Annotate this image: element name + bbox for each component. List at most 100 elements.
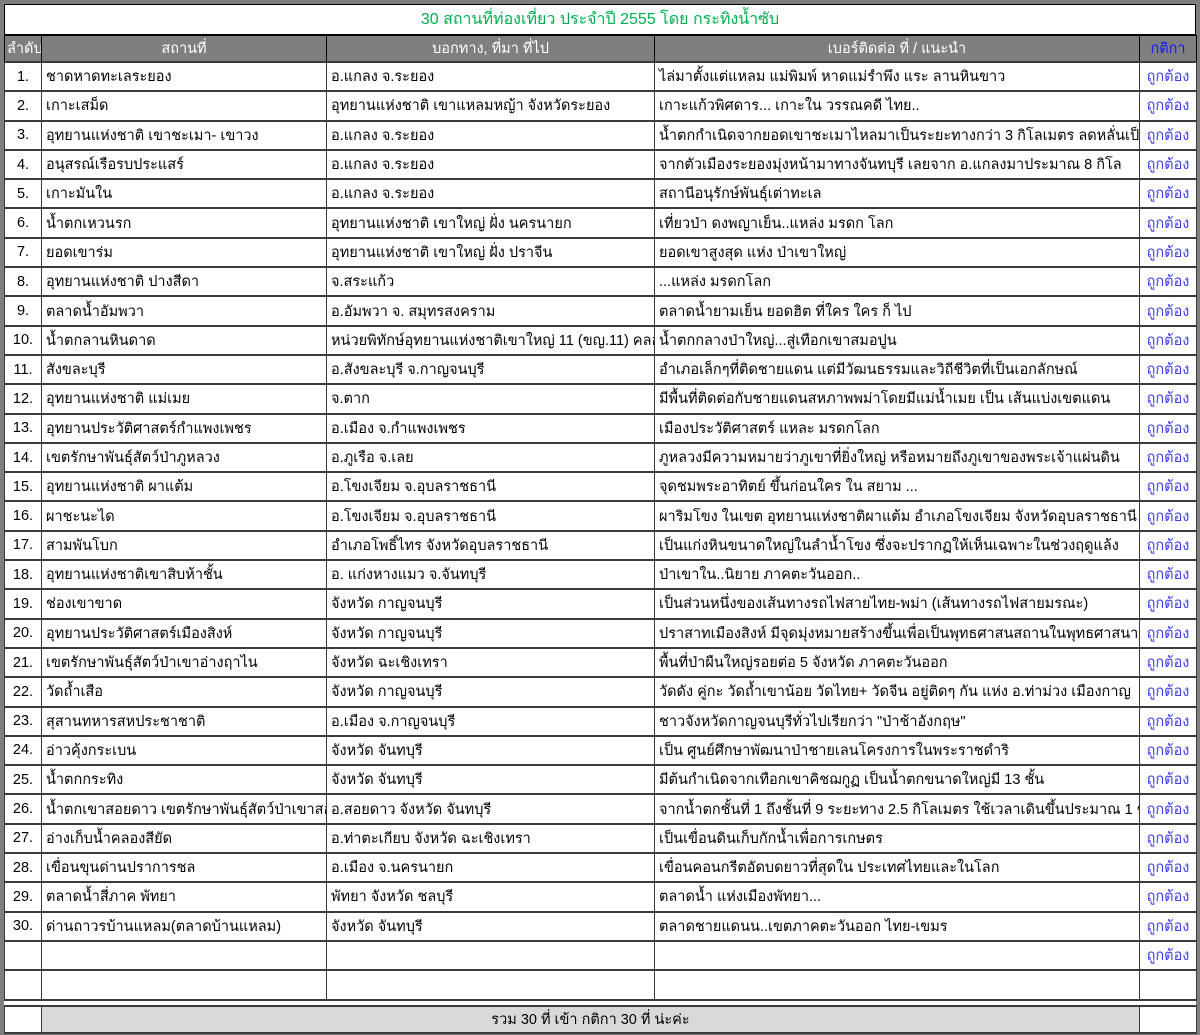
cell-place: อุทยานแห่งชาติ แม่เมย bbox=[41, 383, 327, 415]
cell-index: 5. bbox=[4, 178, 42, 210]
cell-rule-status: ถูกต้อง bbox=[1139, 383, 1197, 415]
col-header-direction: บอกทาง, ที่มา ที่ไป bbox=[326, 35, 655, 63]
cell-direction: พัทยา จังหวัด ชลบุรี bbox=[326, 881, 655, 913]
table-row: 24. อ่าวคุ้งกระเบน จังหวัด จันทบุรี เป็น… bbox=[4, 734, 1197, 767]
table-row: 27. อ่างเก็บน้ำคลองสียัด อ.ท่าตะเกียบ จั… bbox=[4, 822, 1197, 855]
table-row: 11. สังขละบุรี อ.สังขละบุรี จ.กาญจนบุรี … bbox=[4, 353, 1197, 386]
cell-index: 18. bbox=[4, 559, 42, 591]
table-body: 1. ชาดหาดทะเลระยอง อ.แกลง จ.ระยอง ไล่มาต… bbox=[4, 60, 1197, 1001]
cell-place: อุทยานแห่งชาติ ปางสีดา bbox=[41, 266, 327, 298]
summary-left-cell bbox=[4, 1004, 42, 1034]
cell-place: ด่านถาวรบ้านแหลม(ตลาดบ้านแหลม) bbox=[41, 910, 327, 942]
cell-index: 9. bbox=[4, 295, 42, 327]
cell-direction bbox=[326, 939, 655, 972]
cell-contact: เป็นเขื่อนดินเก็บกักน้ำเพื่อการเกษตร bbox=[654, 822, 1140, 855]
table-row: 9. ตลาดน้ำอัมพวา อ.อัมพวา จ. สมุทรสงคราม… bbox=[4, 295, 1197, 327]
cell-direction: อ.เมือง จ.กำแพงเพชร bbox=[326, 412, 655, 444]
cell-index: 30. bbox=[4, 910, 42, 942]
table-row: 28. เขื่อนขุนด่านปราการชล อ.เมือง จ.นครน… bbox=[4, 852, 1197, 884]
cell-contact: มีพื้นที่ติดต่อกับชายแดนสหภาพพม่าโดยมีแม… bbox=[654, 383, 1140, 415]
cell-rule-status: ถูกต้อง bbox=[1139, 148, 1197, 181]
cell-place: เกาะมันใน bbox=[41, 178, 327, 210]
cell-place: ยอดเขาร่ม bbox=[41, 236, 327, 269]
cell-direction: อุทยานแห่งชาติ เขาแหลมหญ้า จังหวัดระยอง bbox=[326, 90, 655, 122]
cell-direction: อ.แกลง จ.ระยอง bbox=[326, 148, 655, 181]
cell-place: น้ำตกกระทิง bbox=[41, 764, 327, 796]
cell-contact: จากตัวเมืองระยองมุ่งหน้ามาทางจันทบุรี เล… bbox=[654, 148, 1140, 181]
cell-contact: เป็นส่วนหนึ่งของเส้นทางรถไฟสายไทย-พม่า (… bbox=[654, 588, 1140, 620]
spacer-cell bbox=[4, 998, 1197, 1007]
cell-index: 2. bbox=[4, 90, 42, 122]
cell-index: 8. bbox=[4, 266, 42, 298]
cell-contact: น้ำตกกำเนิดจากยอดเขาชะเมาไหลมาเป็นระยะทา… bbox=[654, 119, 1140, 151]
cell-index: 16. bbox=[4, 500, 42, 532]
cell-rule-status: ถูกต้อง bbox=[1139, 676, 1197, 708]
cell-index: 12. bbox=[4, 383, 42, 415]
cell-index: 13. bbox=[4, 412, 42, 444]
cell-contact: มีต้นกำเนิดจากเทือกเขาคิชฌกูฏ เป็นน้ำตกข… bbox=[654, 764, 1140, 796]
cell-index: 20. bbox=[4, 617, 42, 649]
cell-rule-status: ถูกต้อง bbox=[1139, 939, 1197, 972]
cell-place: อุทยานแห่งชาติเขาสิบห้าชั้น bbox=[41, 559, 327, 591]
cell-rule-status: ถูกต้อง bbox=[1139, 822, 1197, 855]
table-row: 29. ตลาดน้ำสี่ภาค พัทยา พัทยา จังหวัด ชล… bbox=[4, 881, 1197, 913]
table-row: 4. อนุสรณ์เรือรบประแสร์ อ.แกลง จ.ระยอง จ… bbox=[4, 148, 1197, 181]
table-row: 8. อุทยานแห่งชาติ ปางสีดา จ.สระแก้ว ...แ… bbox=[4, 266, 1197, 298]
cell-place: อุทยานประวัติศาสตร์กำแพงเพชร bbox=[41, 412, 327, 444]
cell-contact: ผาริมโขง ในเขต อุทยานแห่งชาติผาแต้ม อำเภ… bbox=[654, 500, 1140, 532]
table-row: ถูกต้อง bbox=[4, 939, 1197, 972]
col-header-index: ลำดับที่ bbox=[4, 35, 42, 63]
cell-place: อนุสรณ์เรือรบประแสร์ bbox=[41, 148, 327, 181]
cell-direction: อำเภอโพธิ์ไทร จังหวัดอุบลราชธานี bbox=[326, 529, 655, 562]
cell-place bbox=[41, 939, 327, 972]
cell-index: 25. bbox=[4, 764, 42, 796]
cell-direction: จ.สระแก้ว bbox=[326, 266, 655, 298]
cell-rule-status: ถูกต้อง bbox=[1139, 617, 1197, 649]
table-row: 16. ผาชะนะได อ.โขงเจียม จ.อุบลราชธานี ผา… bbox=[4, 500, 1197, 532]
table-row: 19. ช่องเขาขาด จังหวัด กาญจนบุรี เป็นส่ว… bbox=[4, 588, 1197, 620]
sheet-background: 30 สถานที่ท่องเที่ยว ประจำปี 2555 โดย กร… bbox=[4, 4, 1197, 1034]
cell-rule-status: ถูกต้อง bbox=[1139, 646, 1197, 679]
cell-rule-status: ถูกต้อง bbox=[1139, 60, 1197, 93]
cell-place: เขตรักษาพันธุ์สัตว์ป่าภูหลวง bbox=[41, 441, 327, 474]
cell-direction: อ.แกลง จ.ระยอง bbox=[326, 119, 655, 151]
cell-contact: ไล่มาตั้งแต่แหลม แม่พิมพ์ หาดแม่รำพึง แร… bbox=[654, 60, 1140, 93]
cell-direction: อ.ท่าตะเกียบ จังหวัด ฉะเชิงเทรา bbox=[326, 822, 655, 855]
cell-rule-status: ถูกต้อง bbox=[1139, 441, 1197, 474]
page-title: 30 สถานที่ท่องเที่ยว ประจำปี 2555 โดย กร… bbox=[4, 4, 1196, 35]
cell-contact: เขื่อนคอนกรีตอัดบดยาวที่สุดใน ประเทศไทยแ… bbox=[654, 852, 1140, 884]
cell-direction: อุทยานแห่งชาติ เขาใหญ่ ฝั่ง นครนายก bbox=[326, 207, 655, 239]
cell-index: 6. bbox=[4, 207, 42, 239]
cell-rule-status: ถูกต้อง bbox=[1139, 910, 1197, 942]
cell-rule-status: ถูกต้อง bbox=[1139, 559, 1197, 591]
cell-direction: จังหวัด จันทบุรี bbox=[326, 764, 655, 796]
cell-place: น้ำตกเขาสอยดาว เขตรักษาพันธุ์สัตว์ป่าเขา… bbox=[41, 793, 327, 825]
cell-direction: อ.อัมพวา จ. สมุทรสงคราม bbox=[326, 295, 655, 327]
cell-place: สุสานทหารสหประชาชาติ bbox=[41, 705, 327, 737]
cell-place: ช่องเขาขาด bbox=[41, 588, 327, 620]
table-row: 10. น้ำตกลานหินดาด หน่วยพิทักษ์อุทยานแห่… bbox=[4, 324, 1197, 356]
cell-contact: เที่ยวป่า ดงพญาเย็น..แหล่ง มรดก โลก bbox=[654, 207, 1140, 239]
cell-direction: จังหวัด กาญจนบุรี bbox=[326, 588, 655, 620]
cell-rule-status: ถูกต้อง bbox=[1139, 324, 1197, 356]
cell-direction bbox=[326, 969, 655, 1001]
cell-direction: อ.เมือง จ.กาญจนบุรี bbox=[326, 705, 655, 737]
table-row: 18. อุทยานแห่งชาติเขาสิบห้าชั้น อ. แก่งห… bbox=[4, 559, 1197, 591]
cell-contact: ยอดเขาสูงสุด แห่ง ป่าเขาใหญ่ bbox=[654, 236, 1140, 269]
table-row: 3. อุทยานแห่งชาติ เขาชะเมา- เขาวง อ.แกลง… bbox=[4, 119, 1197, 151]
cell-rule-status: ถูกต้อง bbox=[1139, 852, 1197, 884]
cell-index: 1. bbox=[4, 60, 42, 93]
cell-place: เขตรักษาพันธุ์สัตว์ป่าเขาอ่างฤาไน bbox=[41, 646, 327, 679]
cell-contact: ป่าเขาใน..นิยาย ภาคตะวันออก.. bbox=[654, 559, 1140, 591]
cell-contact: ภูหลวงมีความหมายว่าภูเขาที่ยิ่งใหญ่ หรือ… bbox=[654, 441, 1140, 474]
cell-index: 24. bbox=[4, 734, 42, 767]
cell-place: อ่างเก็บน้ำคลองสียัด bbox=[41, 822, 327, 855]
cell-contact: ชาวจังหวัดกาญจนบุรีทั่วไปเรียกว่า "ป่าช้… bbox=[654, 705, 1140, 737]
table-row: 6. น้ำตกเหวนรก อุทยานแห่งชาติ เขาใหญ่ ฝั… bbox=[4, 207, 1197, 239]
table-row: 23. สุสานทหารสหประชาชาติ อ.เมือง จ.กาญจน… bbox=[4, 705, 1197, 737]
cell-place: อุทยานประวัติศาสตร์เมืองสิงห์ bbox=[41, 617, 327, 649]
cell-index: 29. bbox=[4, 881, 42, 913]
cell-index: 7. bbox=[4, 236, 42, 269]
table-row: 2. เกาะเสม็ด อุทยานแห่งชาติ เขาแหลมหญ้า … bbox=[4, 90, 1197, 122]
